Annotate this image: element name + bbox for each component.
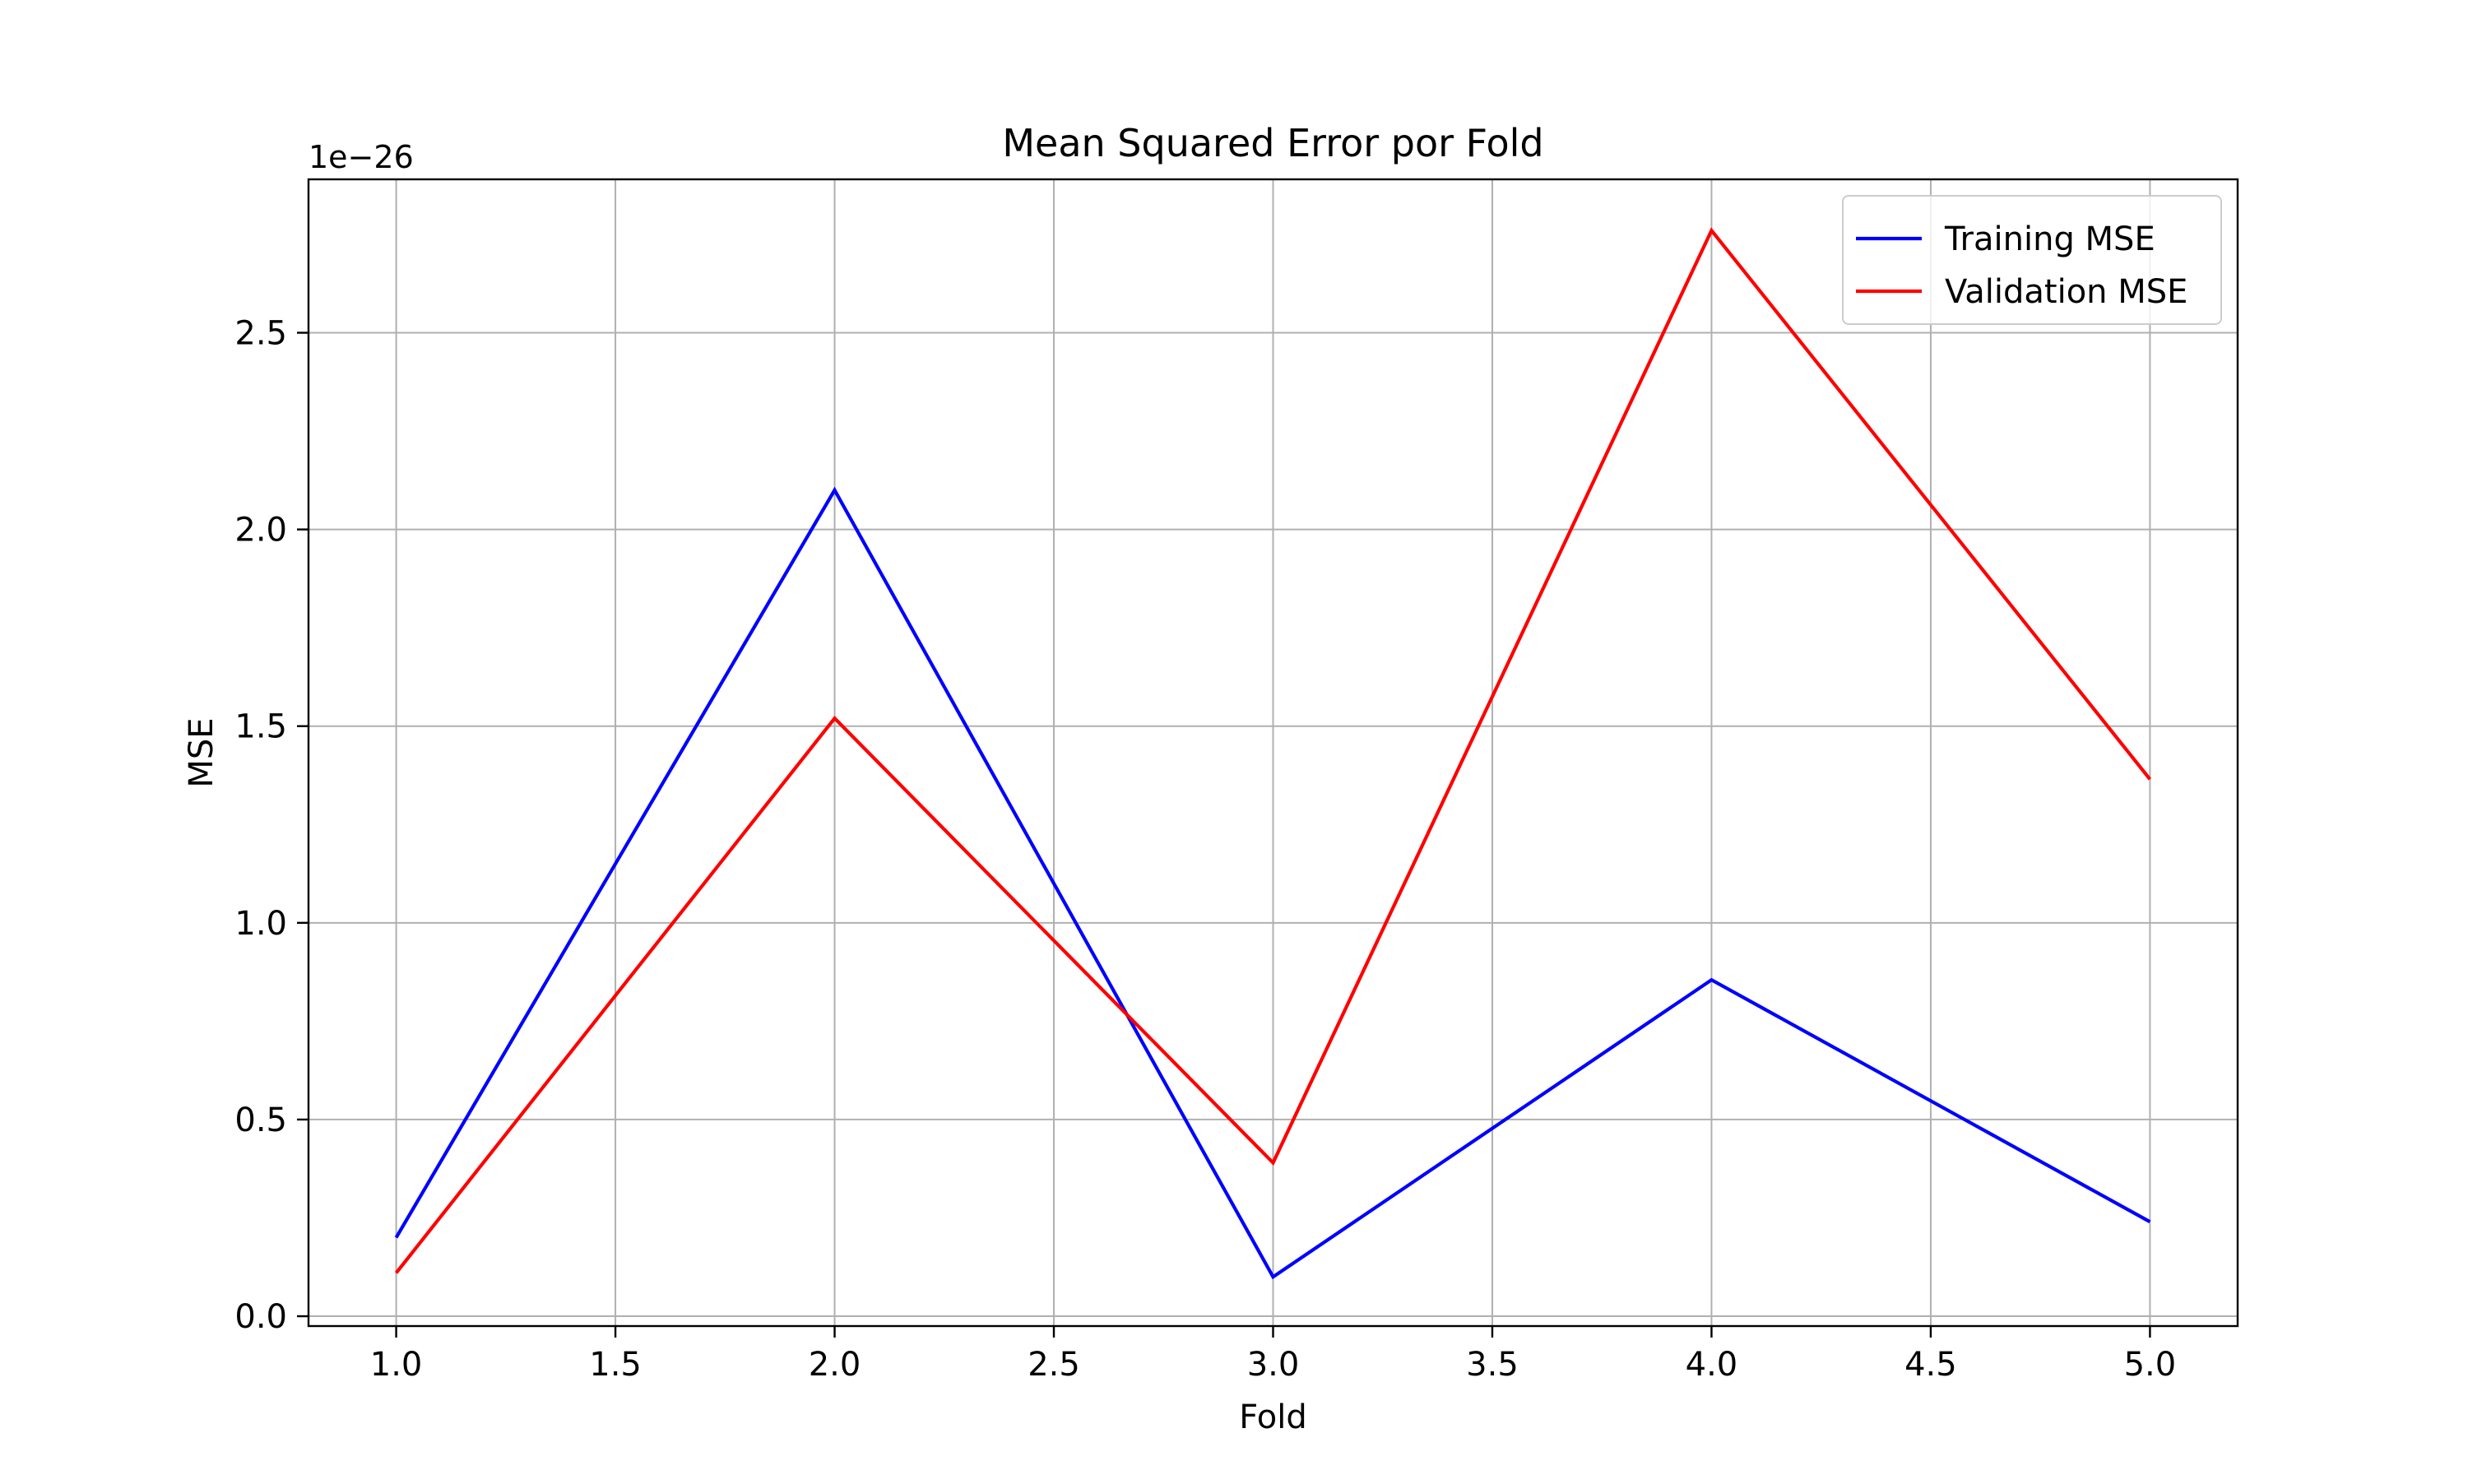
y-tick-label: 1.0	[234, 905, 287, 943]
x-tick-label: 5.0	[2124, 1346, 2177, 1384]
y-tick-label: 0.0	[234, 1298, 287, 1336]
x-axis-label: Fold	[1239, 1398, 1307, 1436]
x-tick-label: 2.5	[1028, 1346, 1080, 1384]
y-tick-label: 0.5	[234, 1101, 287, 1139]
x-tick-label: 4.0	[1686, 1346, 1738, 1384]
x-tick-label: 3.5	[1466, 1346, 1519, 1384]
legend-label-validation-mse: Validation MSE	[1945, 273, 2187, 311]
x-tick-label: 4.5	[1904, 1346, 1957, 1384]
x-tick-label: 1.5	[589, 1346, 642, 1384]
legend-label-training-mse: Training MSE	[1944, 220, 2155, 258]
chart-title: Mean Squared Error por Fold	[1002, 121, 1543, 165]
legend: Training MSE Validation MSE	[1843, 196, 2221, 324]
x-tick-label: 1.0	[370, 1346, 423, 1384]
x-tick-label: 3.0	[1247, 1346, 1300, 1384]
y-tick-label: 1.5	[234, 708, 287, 746]
y-axis-label: MSE	[183, 717, 220, 787]
y-tick-label: 2.0	[234, 512, 287, 550]
y-axis-offset-label: 1e−26	[308, 139, 414, 175]
x-tick-label: 2.0	[809, 1346, 861, 1384]
y-tick-label: 2.5	[234, 315, 287, 353]
